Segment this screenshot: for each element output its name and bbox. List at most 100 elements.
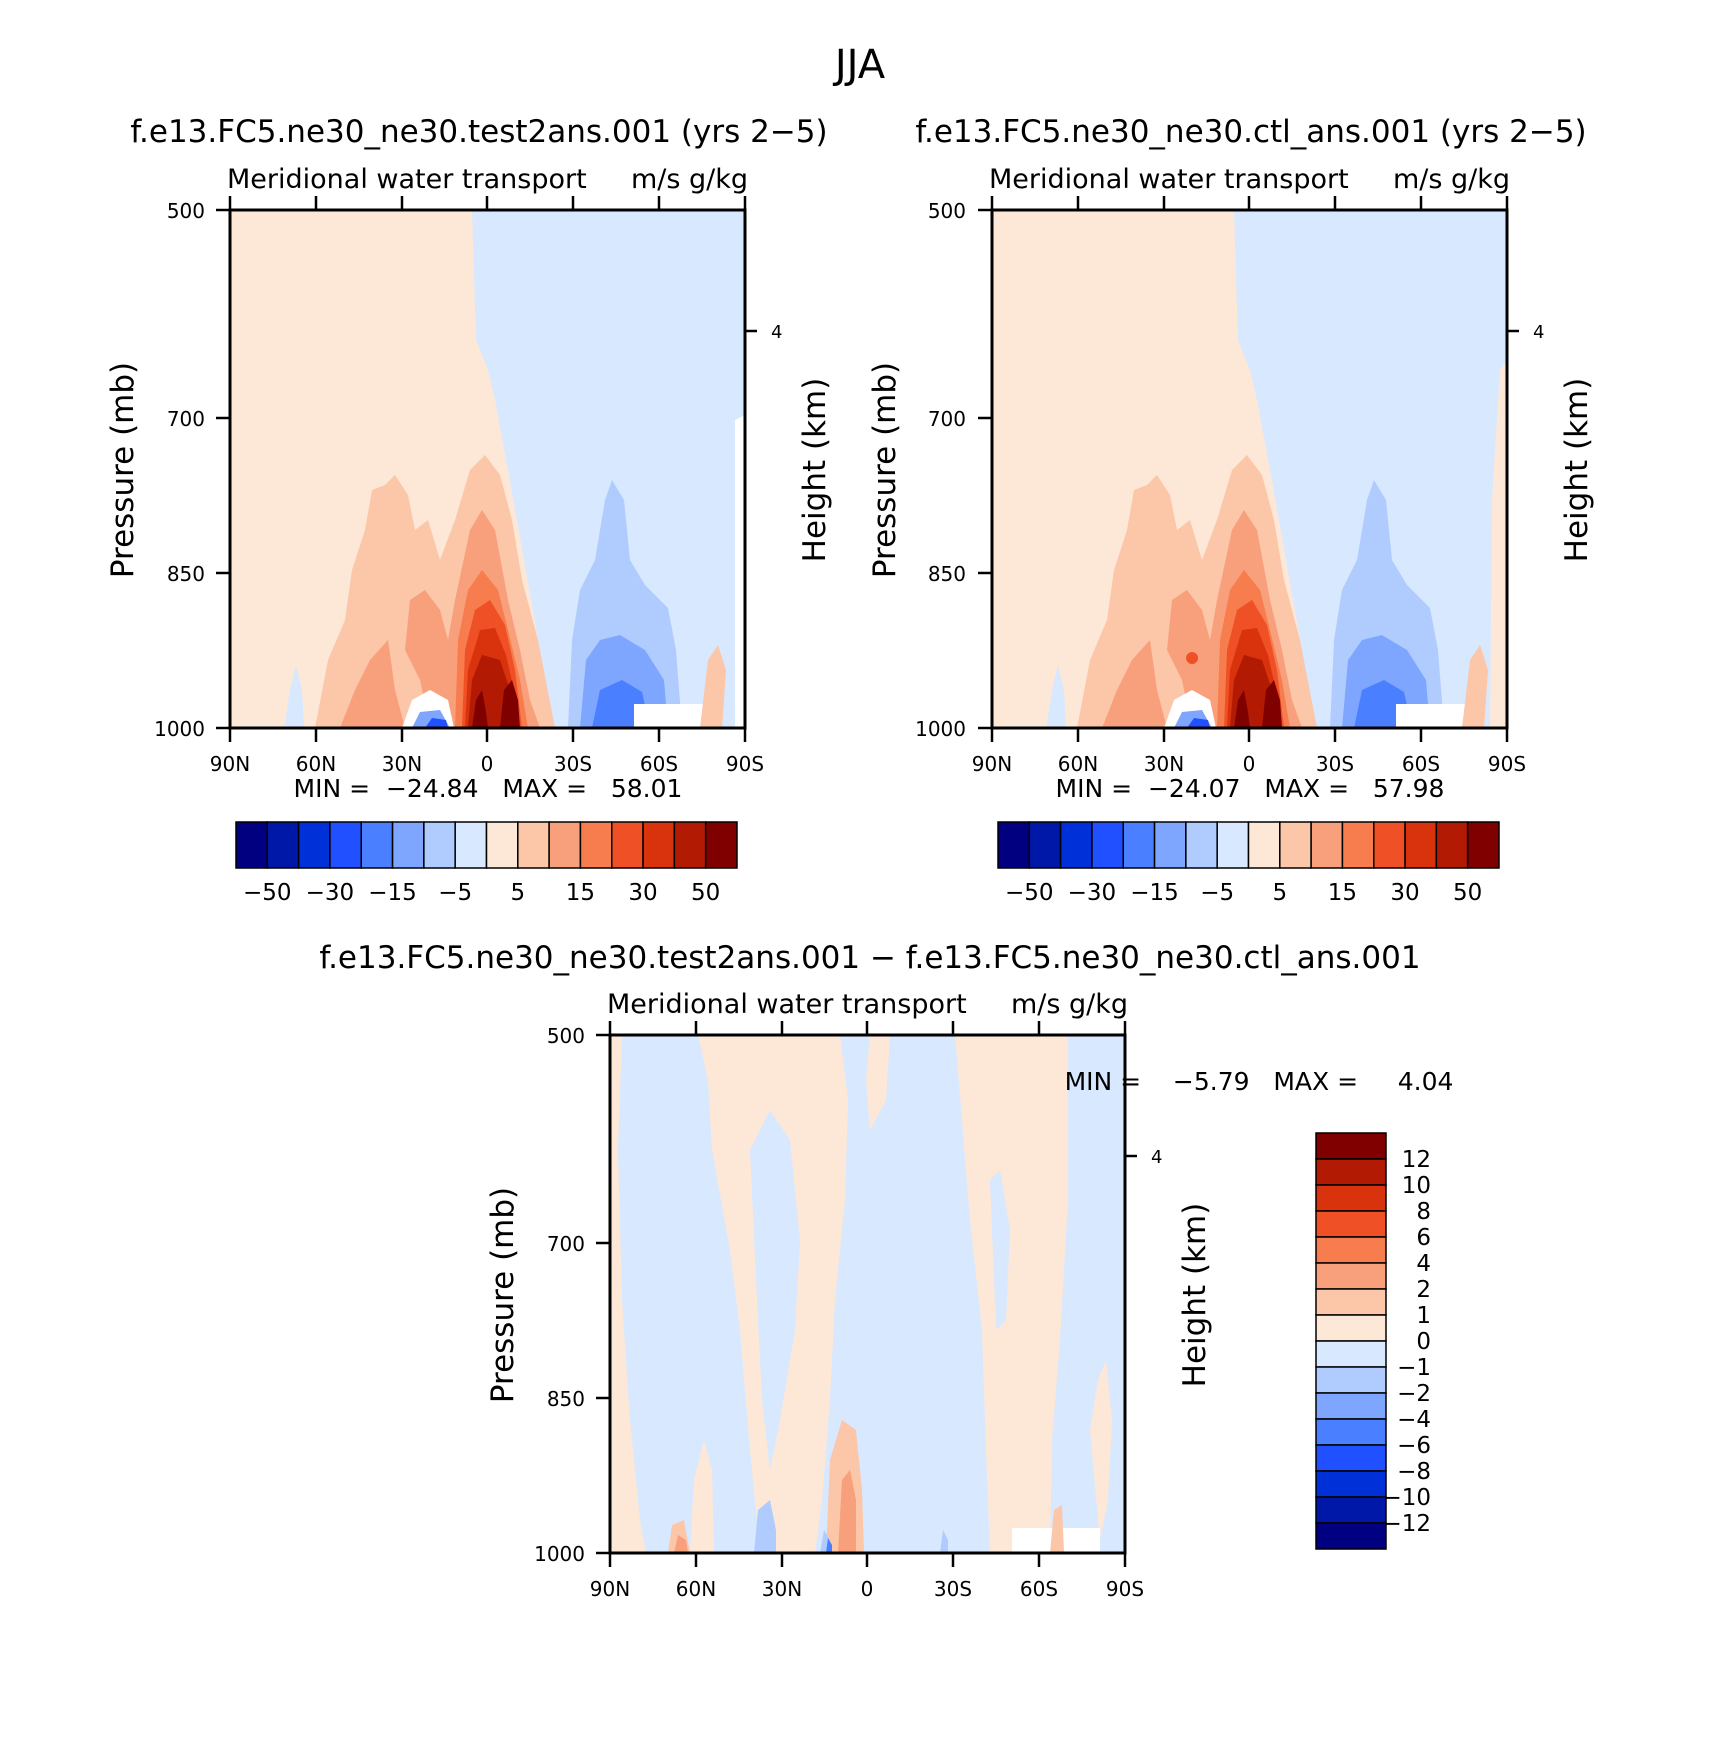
colorbar-label: 30 — [1390, 880, 1419, 906]
colorbar-label: −1 — [1397, 1355, 1431, 1381]
x-tick-marks — [978, 196, 1519, 742]
colorbar-swatch — [1122, 821, 1156, 869]
x-tick-label: 60S — [1020, 1577, 1058, 1601]
colorbar-swatch — [235, 821, 269, 869]
colorbar-swatch — [1028, 821, 1062, 869]
subtitle-right: m/s g/kg — [1011, 989, 1128, 1020]
contour-fill — [1050, 1505, 1064, 1553]
colorbar-label: 15 — [1328, 880, 1357, 906]
contour-fill — [284, 665, 304, 728]
contour-field — [992, 210, 1507, 728]
colorbar-label: −6 — [1397, 1433, 1431, 1459]
panel-difference: f.e13.FC5.ne30_ne30.test2ans.001 − f.e13… — [319, 940, 1453, 1601]
colorbar-swatch — [1216, 821, 1250, 869]
contour-fill — [700, 645, 726, 728]
colorbar-swatch — [1315, 1262, 1387, 1290]
y-tick-label: 500 — [928, 199, 966, 223]
contour-fill — [634, 704, 720, 728]
colorbar-swatch — [360, 821, 394, 869]
colorbar-swatch — [1315, 1158, 1387, 1186]
colorbar-label: −15 — [1130, 880, 1179, 906]
contour-fill — [955, 1035, 1068, 1553]
min-max-readout: MIN = −24.07 MAX = 57.98 — [1056, 774, 1445, 803]
colorbar-swatch — [1315, 1236, 1387, 1264]
colorbar-label: −50 — [243, 880, 292, 906]
contour-fill — [750, 1110, 800, 1470]
colorbar-swatch — [997, 821, 1031, 869]
subtitle-right: m/s g/kg — [1393, 164, 1510, 195]
subtitle-left: Meridional water transport — [607, 989, 967, 1020]
colorbar: −50 −30 −15 −5 5 15 30 50 — [997, 821, 1500, 906]
panel-title: f.e13.FC5.ne30_ne30.test2ans.001 (yrs 2−… — [130, 114, 827, 150]
colorbar-swatch — [1315, 1210, 1387, 1238]
colorbar-swatch — [1059, 821, 1093, 869]
colorbar-label: 50 — [691, 880, 720, 906]
x-tick-label: 60N — [296, 752, 336, 776]
contour-fill — [826, 1538, 832, 1553]
contour-fill — [940, 1530, 948, 1553]
contour-field — [230, 210, 745, 728]
y-tick-label: 500 — [167, 199, 205, 223]
colorbar-swatch — [1373, 821, 1406, 869]
colorbar-swatch — [1315, 1184, 1387, 1212]
colorbar-label: 30 — [628, 880, 657, 906]
contour-fill — [990, 1170, 1010, 1330]
contour-fill — [1462, 645, 1488, 728]
y-tick-label: 1000 — [154, 717, 205, 741]
colorbar: −50 −30 −15 −5 5 15 30 50 — [235, 821, 738, 906]
colorbar-swatch — [1247, 821, 1281, 869]
y-axis-label-right: Height (km) — [1177, 1203, 1213, 1388]
x-tick-label: 30N — [762, 1577, 802, 1601]
x-tick-label: 90N — [972, 752, 1012, 776]
colorbar-swatch — [1315, 1418, 1387, 1446]
colorbar-swatch — [1404, 821, 1438, 869]
subtitle-left: Meridional water transport — [989, 164, 1349, 195]
colorbar-swatch — [1315, 1444, 1387, 1472]
x-tick-label: 30N — [382, 752, 422, 776]
x-tick-label: 90S — [726, 752, 764, 776]
contour-fill — [340, 640, 405, 728]
colorbar-label: −15 — [368, 880, 417, 906]
contour-fill — [1186, 652, 1199, 664]
colorbar-label: −30 — [1068, 880, 1117, 906]
colorbar-swatch — [1315, 1522, 1387, 1550]
contour-fill — [610, 1035, 646, 1553]
colorbar-swatch — [704, 821, 738, 869]
x-tick-label: 60N — [1058, 752, 1098, 776]
y-tick-label: 1000 — [534, 1542, 585, 1566]
colorbar-label: −30 — [306, 880, 355, 906]
colorbar-label: −5 — [438, 880, 472, 906]
y-axis-label-right: Height (km) — [1559, 378, 1595, 563]
min-max-readout: MIN = −5.79 MAX = 4.04 — [1065, 1067, 1454, 1096]
figure-title: JJA — [832, 42, 886, 88]
colorbar-label: −5 — [1200, 880, 1234, 906]
x-tick-marks — [596, 1021, 1137, 1567]
x-tick-label: 30S — [934, 1577, 972, 1601]
colorbar-swatch — [517, 821, 550, 869]
y-tick-label: 700 — [547, 1232, 585, 1256]
colorbar-swatch — [548, 821, 582, 869]
colorbar-label: 6 — [1416, 1225, 1431, 1251]
x-tick-label: 60N — [676, 1577, 716, 1601]
contour-fill — [1490, 360, 1507, 728]
colorbar-label: 50 — [1453, 880, 1482, 906]
panel-title: f.e13.FC5.ne30_ne30.test2ans.001 − f.e13… — [319, 940, 1420, 976]
colorbar-swatch — [266, 821, 300, 869]
x-tick-label: 0 — [861, 1577, 874, 1601]
colorbar-swatch — [391, 821, 425, 869]
colorbar-label: −10 — [1382, 1485, 1431, 1511]
x-tick-label: 90S — [1106, 1577, 1144, 1601]
colorbar-swatch — [1279, 821, 1312, 869]
colorbar-label: −8 — [1397, 1459, 1431, 1485]
colorbar-label: 5 — [1272, 880, 1287, 906]
colorbar-label: −4 — [1397, 1407, 1431, 1433]
panel-test2ans: f.e13.FC5.ne30_ne30.test2ans.001 (yrs 2−… — [105, 114, 833, 906]
colorbar-label: 4 — [1416, 1251, 1431, 1277]
contour-fill — [1234, 210, 1507, 728]
contour-field — [610, 1035, 1125, 1553]
x-tick-label: 0 — [1243, 752, 1256, 776]
colorbar-label: 1 — [1416, 1303, 1431, 1329]
x-tick-label: 30N — [1144, 752, 1184, 776]
colorbar-swatch — [1315, 1340, 1387, 1368]
